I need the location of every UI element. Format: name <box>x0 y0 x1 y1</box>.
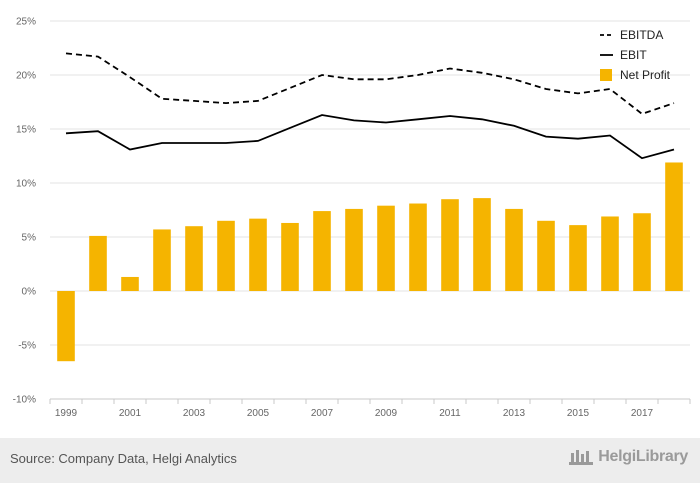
legend-label: Net Profit <box>620 68 671 82</box>
bar-net-profit <box>473 198 491 291</box>
line-ebit <box>65 114 675 160</box>
legend-label: EBIT <box>620 48 647 62</box>
helgi-library-logo: HelgiLibrary <box>568 448 688 466</box>
bar-net-profit <box>57 291 75 362</box>
source-note: Source: Company Data, Helgi Analytics <box>10 451 237 466</box>
x-tick-label: 2013 <box>503 408 526 419</box>
y-tick-label: 10% <box>16 179 36 190</box>
x-tick-label: 2011 <box>439 408 461 419</box>
gridlines <box>50 20 690 400</box>
logo-text: HelgiLibrary <box>598 448 688 465</box>
legend: EBITDA EBIT Net Profit <box>600 28 671 82</box>
bar-net-profit <box>313 211 331 291</box>
bar-net-profit <box>441 199 459 291</box>
bar-net-profit <box>121 276 139 291</box>
x-tick-label: 2007 <box>311 408 334 419</box>
bar-net-profit <box>377 205 395 291</box>
line-ebitda <box>65 52 675 115</box>
bar-net-profit <box>345 208 363 291</box>
y-tick-label: -5% <box>18 341 36 352</box>
bar-net-profit <box>409 203 427 291</box>
lines <box>65 52 675 160</box>
y-axis: 25% 20% 15% 10% 5% 0% -5% -10% <box>13 17 36 406</box>
y-tick-label: 25% <box>16 17 36 28</box>
bar-net-profit <box>281 222 299 291</box>
x-axis: 1999 2001 2003 2005 2007 2009 2011 2013 2015 2017 <box>49 398 691 419</box>
bar-net-profit <box>217 220 235 291</box>
x-tick-label: 2003 <box>183 408 206 419</box>
bars <box>57 162 683 362</box>
chart: 25% 20% 15% 10% 5% 0% -5% -10% 1999 2001 2003 2005… <box>13 17 691 419</box>
bar-net-profit <box>601 216 619 291</box>
y-tick-label: -10% <box>13 395 36 406</box>
x-tick-label: 1999 <box>55 408 78 419</box>
x-tick-label: 2001 <box>119 408 142 419</box>
bar-net-profit <box>665 162 683 291</box>
library-icon <box>569 450 594 465</box>
x-tick-label: 2009 <box>375 408 398 419</box>
legend-swatch <box>600 69 612 81</box>
y-tick-label: 0% <box>22 287 37 298</box>
bar-net-profit <box>153 229 171 291</box>
y-tick-label: 20% <box>16 71 36 82</box>
bar-net-profit <box>89 235 107 291</box>
bar-net-profit <box>537 220 555 291</box>
bar-net-profit <box>633 213 651 291</box>
x-tick-label: 2015 <box>567 408 590 419</box>
bar-net-profit <box>505 208 523 291</box>
bar-net-profit <box>569 225 587 291</box>
x-tick-label: 2005 <box>247 408 270 419</box>
y-tick-label: 15% <box>16 125 36 136</box>
y-tick-label: 5% <box>22 233 37 244</box>
bar-net-profit <box>185 226 203 291</box>
x-tick-label: 2017 <box>631 408 654 419</box>
bar-net-profit <box>249 218 267 291</box>
legend-label: EBITDA <box>620 28 663 42</box>
